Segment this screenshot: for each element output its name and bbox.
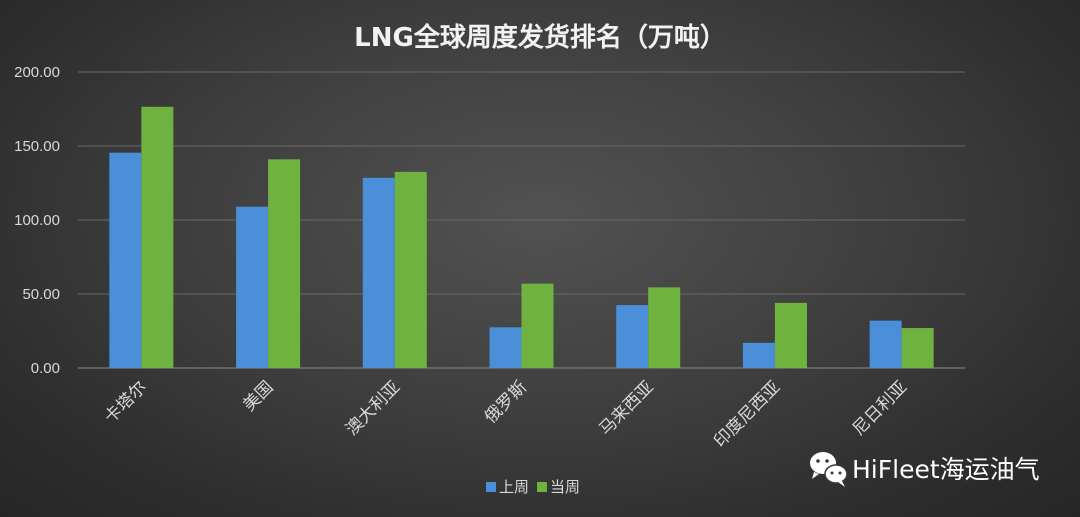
watermark: HiFleet海运油气 (810, 452, 1040, 487)
bar-last-week (616, 305, 649, 368)
bar-this-week (268, 159, 301, 368)
legend-swatch (537, 482, 547, 492)
y-tick-label: 100.00 (14, 212, 60, 229)
wechat-icon (810, 452, 848, 487)
y-axis-ticks: 0.00 50.00 100.00 150.00 200.00 (14, 64, 60, 377)
bar-last-week (869, 320, 902, 368)
x-category-label: 马来西亚 (596, 377, 658, 439)
bar-last-week (236, 206, 269, 368)
legend: 上周 当周 (486, 478, 580, 496)
bars (109, 106, 934, 368)
x-category-label: 澳大利亚 (342, 377, 404, 439)
legend-label: 当周 (550, 478, 580, 496)
bar-last-week (489, 327, 522, 368)
y-tick-label: 0.00 (31, 360, 60, 377)
bar-this-week (901, 328, 934, 368)
x-category-label: 尼日利亚 (849, 377, 911, 439)
watermark-text: HiFleet海运油气 (852, 455, 1040, 484)
y-tick-label: 200.00 (14, 64, 60, 81)
x-category-label: 美国 (239, 377, 277, 415)
bar-last-week (742, 342, 775, 368)
legend-swatch (486, 482, 496, 492)
bar-this-week (141, 106, 174, 368)
x-axis-categories: 卡塔尔 美国 澳大利亚 俄罗斯 马来西亚 印度尼西亚 尼日利亚 (101, 377, 911, 451)
x-category-label: 卡塔尔 (101, 377, 151, 427)
y-tick-label: 150.00 (14, 138, 60, 155)
gridlines (78, 71, 965, 369)
chart-title: LNG全球周度发货排名（万吨） (354, 22, 726, 53)
y-tick-label: 50.00 (22, 286, 60, 303)
bar-last-week (362, 177, 395, 368)
x-category-label: 印度尼西亚 (710, 377, 784, 451)
bar-this-week (394, 171, 427, 368)
bar-last-week (109, 152, 142, 368)
bar-this-week (774, 302, 807, 368)
legend-label: 上周 (499, 478, 529, 496)
x-category-label: 俄罗斯 (481, 377, 531, 427)
bar-this-week (521, 283, 554, 368)
bar-this-week (648, 287, 681, 368)
